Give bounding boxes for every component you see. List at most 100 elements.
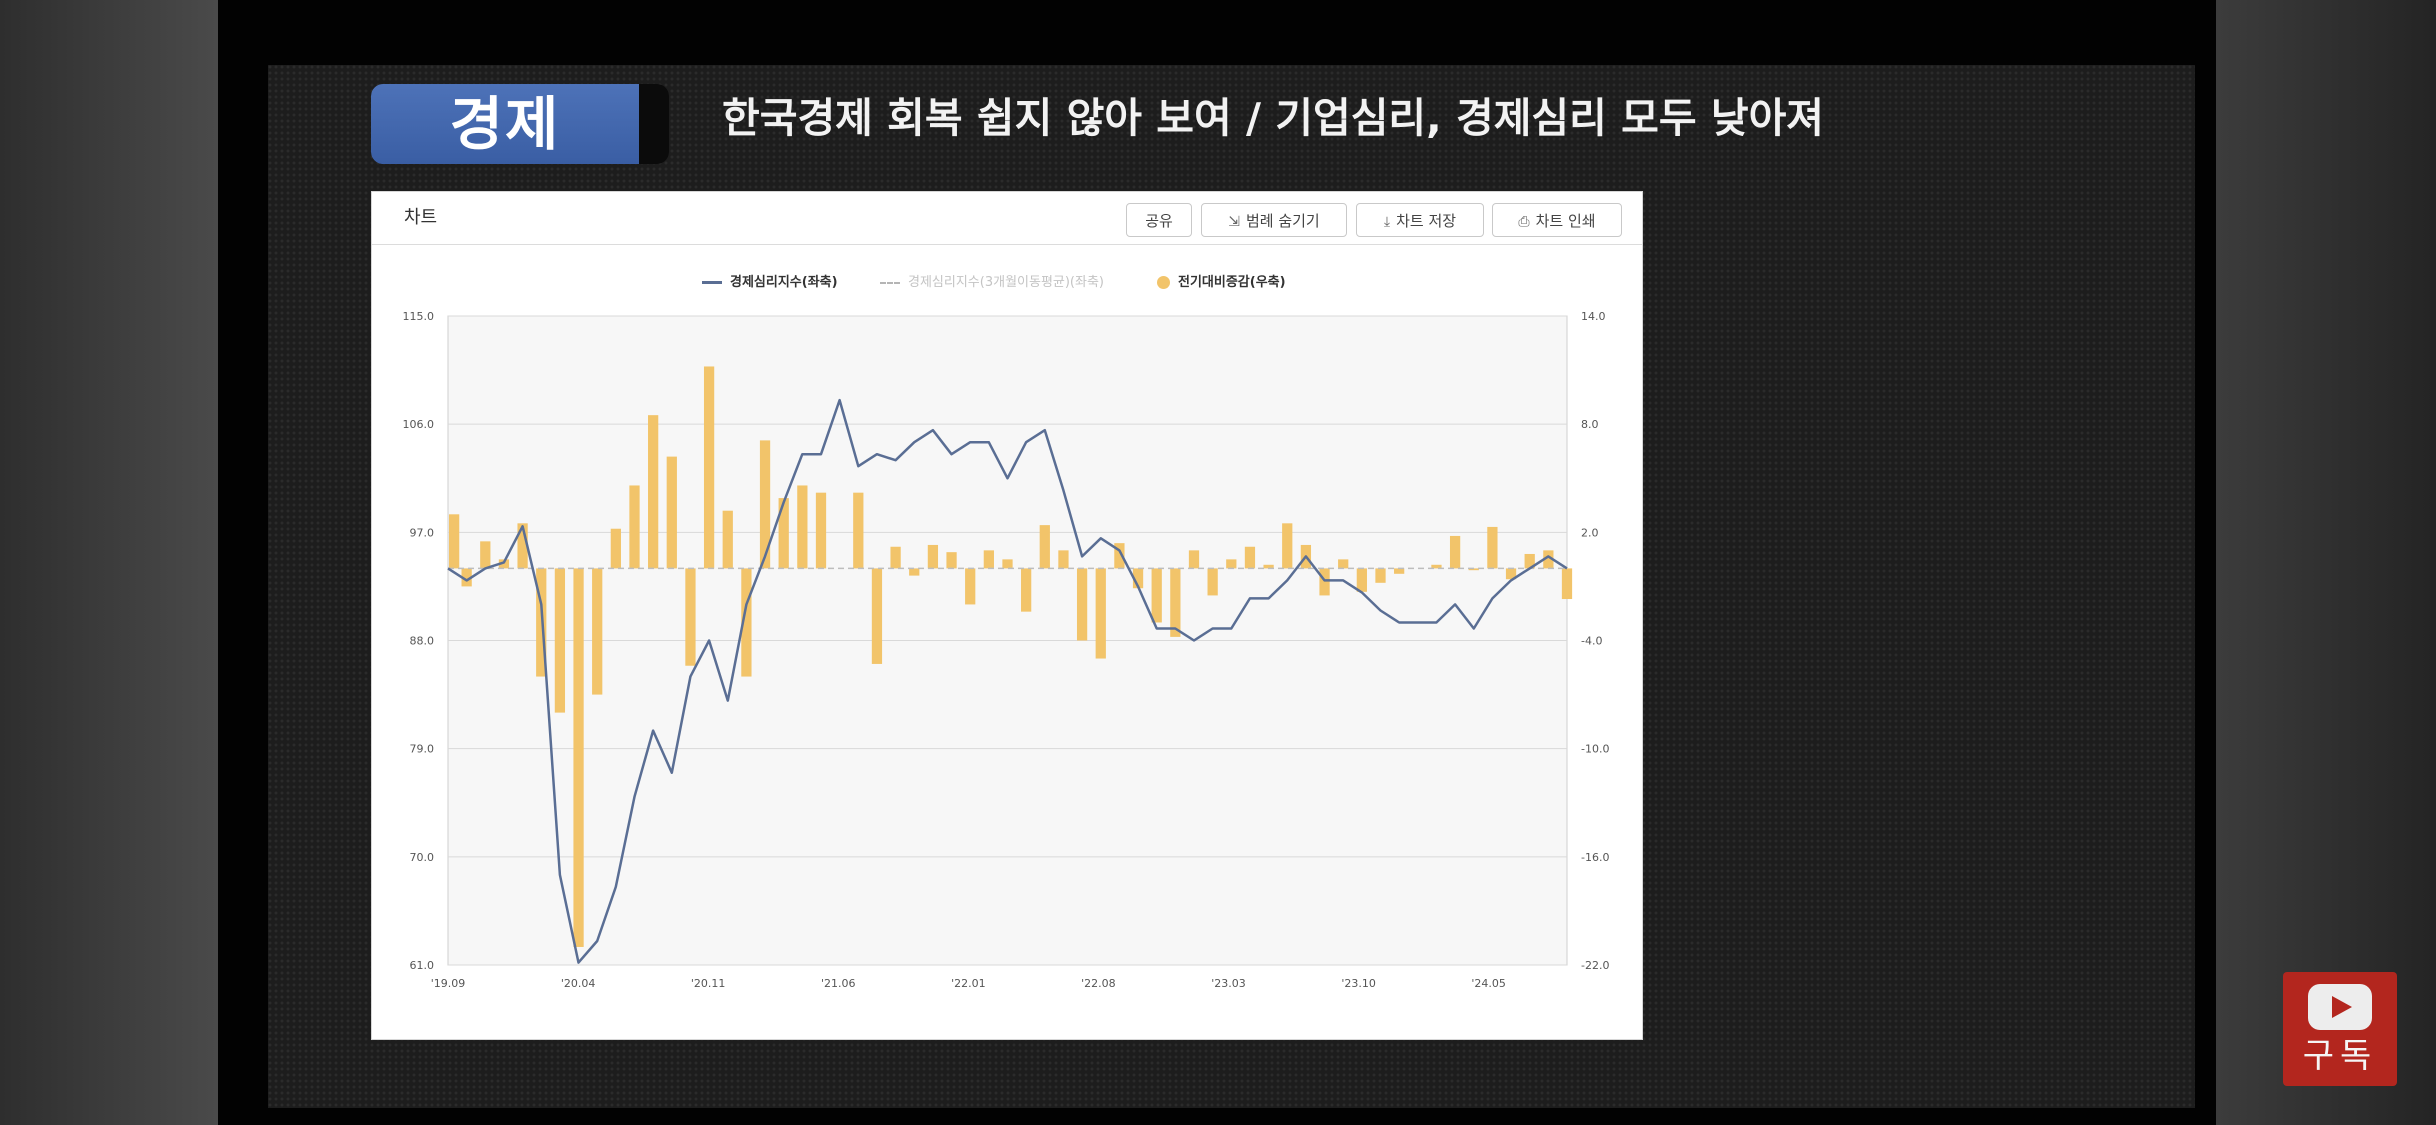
change-bar [1468, 568, 1479, 571]
change-bar [703, 366, 715, 569]
y-left-tick-label: 97.0 [410, 526, 435, 539]
change-bar [759, 440, 771, 569]
change-bar [815, 492, 827, 569]
change-bar [498, 559, 510, 569]
change-bar [1151, 568, 1162, 623]
change-bar [946, 552, 957, 569]
change-bar [965, 568, 976, 605]
subscribe-button[interactable]: 구독 [2283, 972, 2397, 1086]
x-tick-label: '20.11 [691, 977, 726, 990]
y-right-tick-label: 14.0 [1581, 312, 1606, 323]
x-tick-label: '19.09 [431, 977, 466, 990]
subscribe-label: 구독 [2302, 1036, 2378, 1076]
print-icon: ⎙ [1518, 214, 1530, 230]
change-bar [871, 568, 883, 664]
section-badge: 경제 [371, 84, 669, 164]
change-bar [629, 485, 640, 569]
change-bar [1263, 564, 1274, 569]
change-bar [1095, 568, 1106, 659]
change-bar [1449, 535, 1461, 569]
change-bar [983, 550, 994, 569]
change-bar [685, 568, 696, 666]
youtube-play-icon [2308, 984, 2372, 1030]
change-bar [1226, 559, 1237, 569]
save-chart-button[interactable]: ⤓ 차트 저장 [1356, 203, 1484, 237]
change-bar [1356, 568, 1367, 592]
x-tick-label: '23.10 [1341, 977, 1376, 990]
x-tick-label: '22.08 [1081, 977, 1116, 990]
change-bar [1039, 525, 1050, 569]
y-left-tick-label: 61.0 [410, 959, 435, 972]
change-bar [592, 568, 603, 695]
change-bar [890, 546, 901, 569]
section-badge-label: 경제 [371, 84, 639, 164]
x-tick-label: '20.04 [561, 977, 596, 990]
change-bar [927, 544, 939, 569]
change-bar [573, 568, 584, 947]
hide-legend-button-label: 범례 숨기기 [1245, 212, 1320, 230]
x-tick-label: '21.06 [821, 977, 856, 990]
legend-item-moving-average[interactable]: 경제심리지수(3개월이동평균)(좌축) [880, 270, 1104, 296]
change-bar [1244, 546, 1256, 569]
legend-line-swatch [702, 281, 722, 284]
legend-dashed-swatch [880, 281, 900, 284]
change-bar [778, 498, 789, 569]
legend-item-index-label: 경제심리지수(좌축) [730, 275, 838, 290]
share-button[interactable]: 공유 [1126, 203, 1192, 237]
change-bar [1394, 568, 1405, 574]
x-tick-label: '23.03 [1211, 977, 1246, 990]
y-left-tick-label: 70.0 [410, 851, 435, 864]
change-bar [536, 568, 547, 677]
y-right-tick-label: 8.0 [1581, 418, 1599, 431]
x-tick-label: '24.05 [1471, 977, 1506, 990]
change-bar [1561, 568, 1573, 600]
y-right-tick-label: -22.0 [1581, 959, 1609, 972]
change-bar [480, 541, 491, 569]
y-right-tick-label: 2.0 [1581, 526, 1599, 539]
y-right-tick-label: -4.0 [1581, 635, 1602, 648]
change-bar [610, 528, 621, 569]
change-bar [1487, 526, 1498, 569]
change-bar [1114, 543, 1125, 569]
legend-item-index[interactable]: 경제심리지수(좌축) [702, 270, 838, 296]
chart-area: 115.0 14.0 106.0 8.0 97.0 2.0 88.0 -4.0 79.0 -10.… [372, 310, 1642, 1039]
change-bar [666, 456, 677, 569]
change-bar [1188, 550, 1200, 569]
change-bar [1021, 568, 1032, 612]
change-bar [909, 568, 920, 576]
index-line [447, 398, 1568, 964]
change-bar [1002, 559, 1013, 569]
print-chart-button-label: 차트 인쇄 [1535, 212, 1596, 230]
chart-panel-title: 차트 [404, 207, 438, 228]
print-chart-button[interactable]: ⎙ 차트 인쇄 [1492, 203, 1622, 237]
chart-legend: 경제심리지수(좌축) 경제심리지수(3개월이동평균)(좌축) 전기대비증감(우축… [372, 270, 1642, 296]
hide-legend-button[interactable]: ⇲ 범례 숨기기 [1201, 203, 1347, 237]
change-bar [1282, 523, 1293, 569]
change-bar [1543, 550, 1554, 569]
change-bar [1375, 568, 1386, 583]
change-bar [797, 485, 808, 569]
y-left-tick-label: 115.0 [403, 312, 435, 323]
change-bar [1132, 568, 1144, 589]
chart-svg: 115.0 14.0 106.0 8.0 97.0 2.0 88.0 -4.0 79.0 -10.… [403, 310, 1610, 990]
download-icon: ⤓ [1383, 214, 1391, 230]
change-bar [648, 415, 659, 569]
right-backdrop [2216, 0, 2436, 1125]
change-bar [1505, 568, 1517, 580]
y-left-tick-label: 79.0 [410, 743, 435, 756]
change-bar [1431, 564, 1442, 569]
save-chart-button-label: 차트 저장 [1396, 212, 1457, 230]
change-bar [517, 523, 528, 569]
change-bar [1207, 568, 1218, 596]
change-bar [1524, 553, 1535, 569]
legend-bar-swatch [1157, 276, 1170, 289]
headline: 한국경제 회복 쉽지 않아 보여 / 기업심리, 경제심리 모두 낮아져 [722, 94, 1825, 142]
y-right-tick-label: -16.0 [1581, 851, 1609, 864]
left-backdrop [0, 0, 218, 1125]
y-left-tick-label: 106.0 [403, 418, 435, 431]
legend-item-change[interactable]: 전기대비증감(우축) [1157, 270, 1286, 296]
change-bar [1338, 559, 1349, 569]
legend-item-moving-average-label: 경제심리지수(3개월이동평균)(좌축) [908, 275, 1104, 290]
y-right-tick-label: -10.0 [1581, 743, 1609, 756]
share-button-label: 공유 [1145, 212, 1173, 230]
